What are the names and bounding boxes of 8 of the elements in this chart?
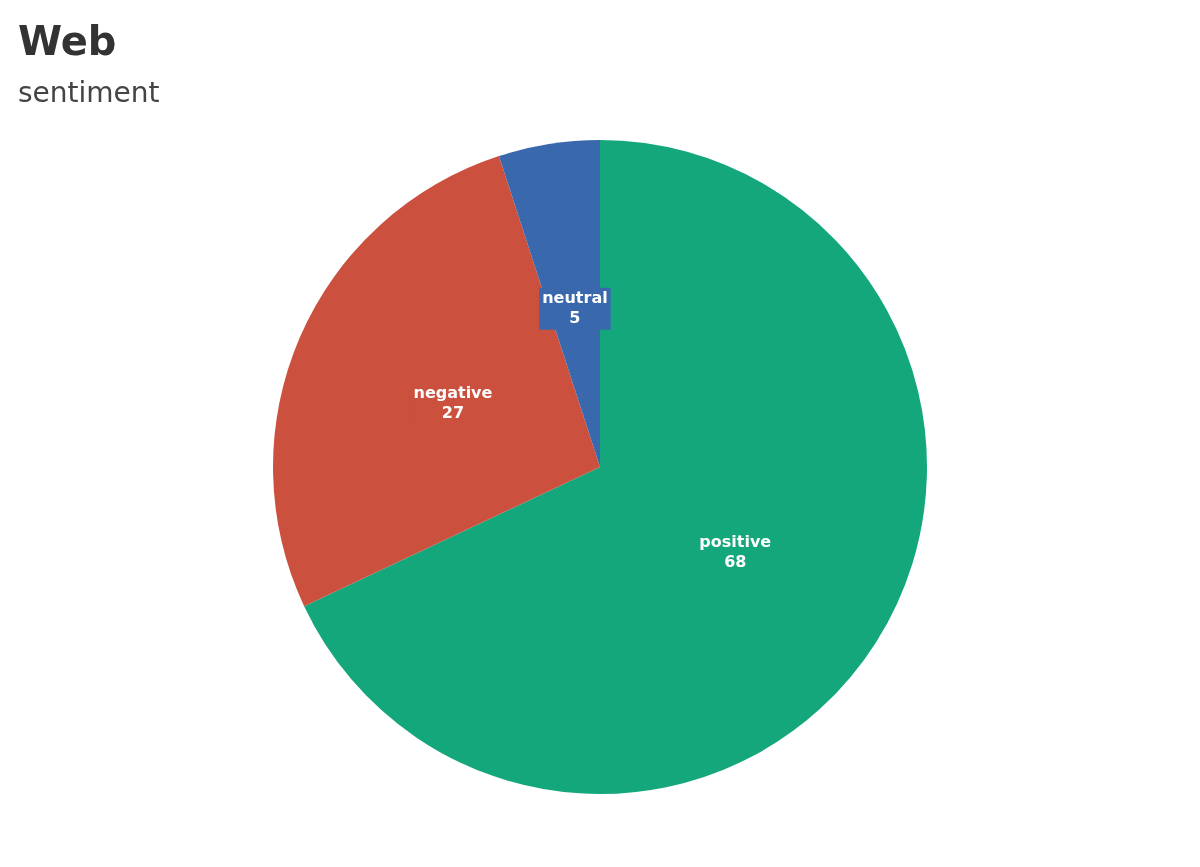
chart-title: Web bbox=[18, 18, 117, 64]
slice-label: negative bbox=[413, 382, 493, 402]
slice-label: neutral bbox=[542, 287, 608, 307]
data-label: 68 bbox=[724, 552, 747, 572]
data-label: 27 bbox=[441, 402, 465, 422]
chart-subtitle: sentiment bbox=[18, 76, 160, 109]
data-label: 5 bbox=[569, 307, 581, 327]
slice-label: positive bbox=[699, 532, 772, 552]
